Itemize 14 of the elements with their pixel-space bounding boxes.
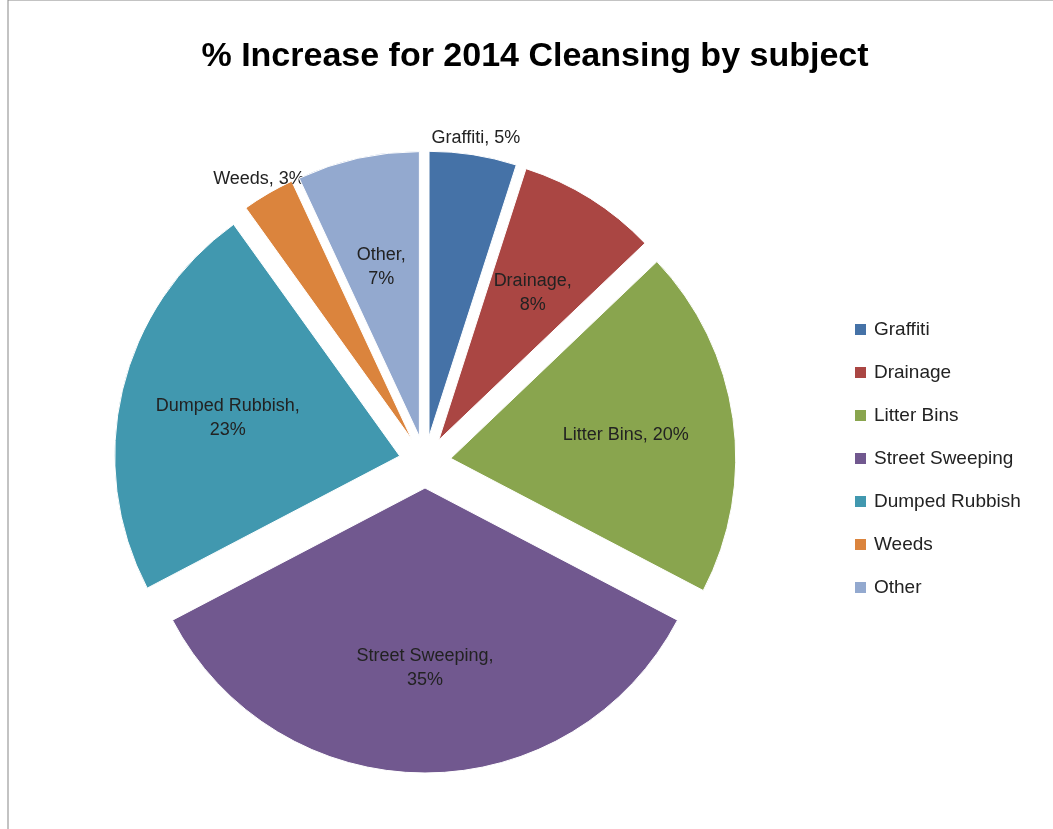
legend-label: Litter Bins — [874, 404, 959, 425]
legend-label: Graffiti — [874, 318, 930, 339]
legend-label: Drainage — [874, 361, 952, 382]
legend-label: Weeds — [874, 533, 933, 554]
chart-title: % Increase for 2014 Cleansing by subject — [201, 35, 869, 73]
legend-label: Other — [874, 576, 923, 597]
data-label: Other, 7% — [356, 244, 406, 289]
data-label: Graffiti, 5% — [431, 126, 521, 147]
data-label: Drainage, 8% — [493, 270, 572, 315]
legend-label: Street Sweeping — [874, 447, 1014, 468]
data-label: Dumped Rubbish, 23% — [155, 395, 300, 440]
data-label: Litter Bins, 20% — [562, 423, 689, 444]
data-label: Street Sweeping, 35% — [356, 644, 494, 689]
legend-label: Dumped Rubbish — [874, 490, 1021, 511]
